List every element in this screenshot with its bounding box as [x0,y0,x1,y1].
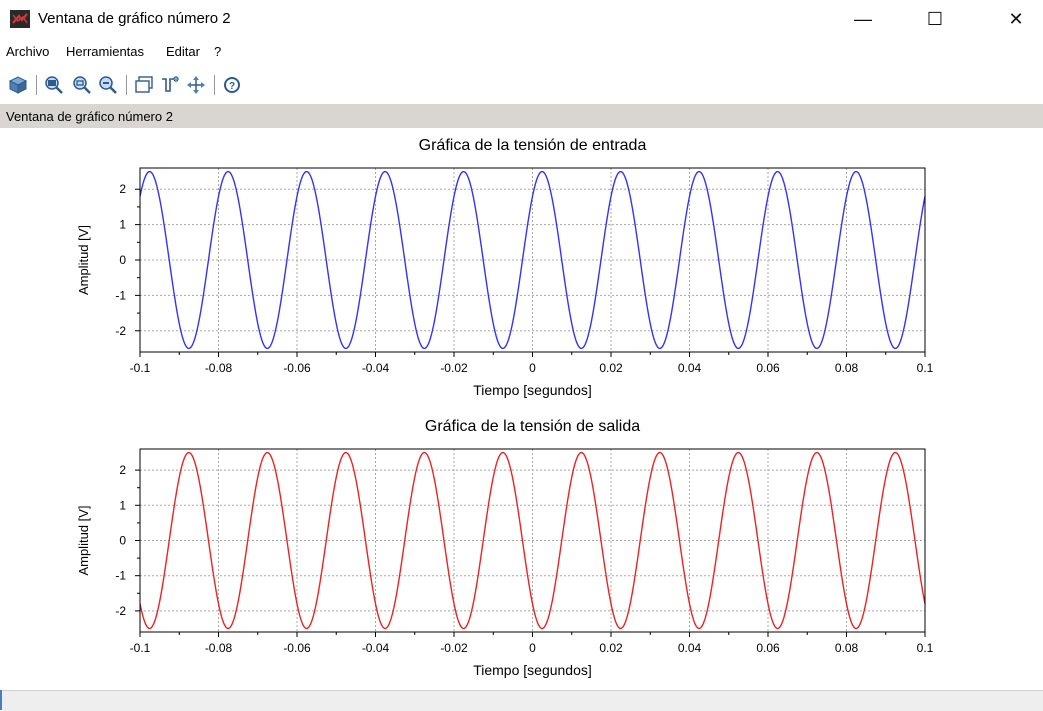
signal-line [139,451,926,630]
x-tick-label: 0.02 [599,361,623,375]
axes-frame [139,448,926,633]
y-axis-label: Amplitud [V] [76,505,91,575]
menu-archivo[interactable]: Archivo [6,44,50,59]
x-tick-label: -0.1 [130,361,151,375]
zoom-out-icon[interactable] [98,75,118,95]
menu-help[interactable]: ? [214,44,222,59]
title-bar: Ventana de gráfico número 2 — ☐ ✕ [0,0,1043,38]
menu-bar: Archivo Herramientas Editar ? [0,40,1043,64]
x-tick-label: 0.04 [678,361,702,375]
rotate-icon[interactable] [8,75,28,95]
x-tick-label: -0.04 [362,361,390,375]
axes-frame [139,167,926,353]
datatip-icon[interactable] [160,75,180,95]
figure-icon[interactable] [134,75,154,95]
zoom-fit-icon[interactable] [72,75,92,95]
x-tick-label: 0 [529,641,536,655]
chart-1: Gráfica de la tensión de entrada -0.1 -0.0… [76,137,934,398]
window-title: Ventana de gráfico número 2 [38,10,231,27]
toolbar-separator [214,75,215,95]
x-tick-label: 0.1 [917,641,934,655]
x-tick-label: -0.06 [283,361,311,375]
maximize-button[interactable]: ☐ [926,9,944,29]
signal-line [139,170,926,350]
x-tick-label: 0.02 [599,641,623,655]
pan-icon[interactable] [186,75,206,95]
x-tick-label: -0.08 [205,361,233,375]
y-axis-label: Amplitud [V] [76,225,91,295]
chart-title: Gráfica de la tensión de entrada [419,137,647,154]
x-tick-label: 0.06 [756,641,780,655]
y-tick-label: -2 [115,604,126,618]
charts-svg: Gráfica de la tensión de entrada -0.1 -0.0… [76,137,934,678]
menu-herramientas[interactable]: Herramientas [66,44,145,59]
help-icon[interactable]: ? [222,75,242,95]
chart-title: Gráfica de la tensión de salida [425,418,640,435]
toolbar: ? [0,67,1043,101]
toolbar-separator [126,75,127,95]
y-tick-label: 2 [119,182,126,196]
x-axis-label: Tiempo [segundos] [473,382,592,398]
zoom-in-icon[interactable] [44,75,64,95]
figure-info-text: Ventana de gráfico número 2 [6,109,173,124]
x-axis-label: Tiempo [segundos] [473,662,592,678]
y-tick-label: -1 [115,569,126,583]
figure-info-bar: Ventana de gráfico número 2 [0,104,1043,128]
y-tick-label: 2 [119,463,126,477]
chart-2: Gráfica de la tensión de salida -0.1 -0.08… [76,418,934,678]
minimize-button[interactable]: — [854,9,872,29]
y-tick-label: 1 [119,498,126,512]
close-button[interactable]: ✕ [1008,9,1024,29]
toolbar-separator [36,75,37,95]
x-tick-label: 0.08 [835,641,859,655]
y-tick-label: 0 [119,534,126,548]
scilab-app-icon[interactable] [10,10,30,28]
y-tick-label: -2 [115,324,126,338]
x-tick-label: 0.08 [835,361,859,375]
x-tick-label: 0.06 [756,361,780,375]
plot-area: Gráfica de la tensión de entrada -0.1 -0.0… [0,128,1043,690]
x-tick-label: 0 [529,361,536,375]
menu-editar[interactable]: Editar [166,44,200,59]
y-tick-label: 0 [119,253,126,267]
x-tick-label: -0.02 [440,361,468,375]
bottom-status-bar [2,690,1043,711]
x-tick-label: -0.02 [440,641,468,655]
svg-text:?: ? [229,81,235,92]
x-tick-label: 0.04 [678,641,702,655]
x-tick-label: 0.1 [917,361,934,375]
y-tick-label: 1 [119,218,126,232]
x-tick-label: -0.06 [283,641,311,655]
x-tick-label: -0.08 [205,641,233,655]
y-tick-label: -1 [115,288,126,302]
x-tick-label: -0.04 [362,641,390,655]
x-tick-label: -0.1 [130,641,151,655]
